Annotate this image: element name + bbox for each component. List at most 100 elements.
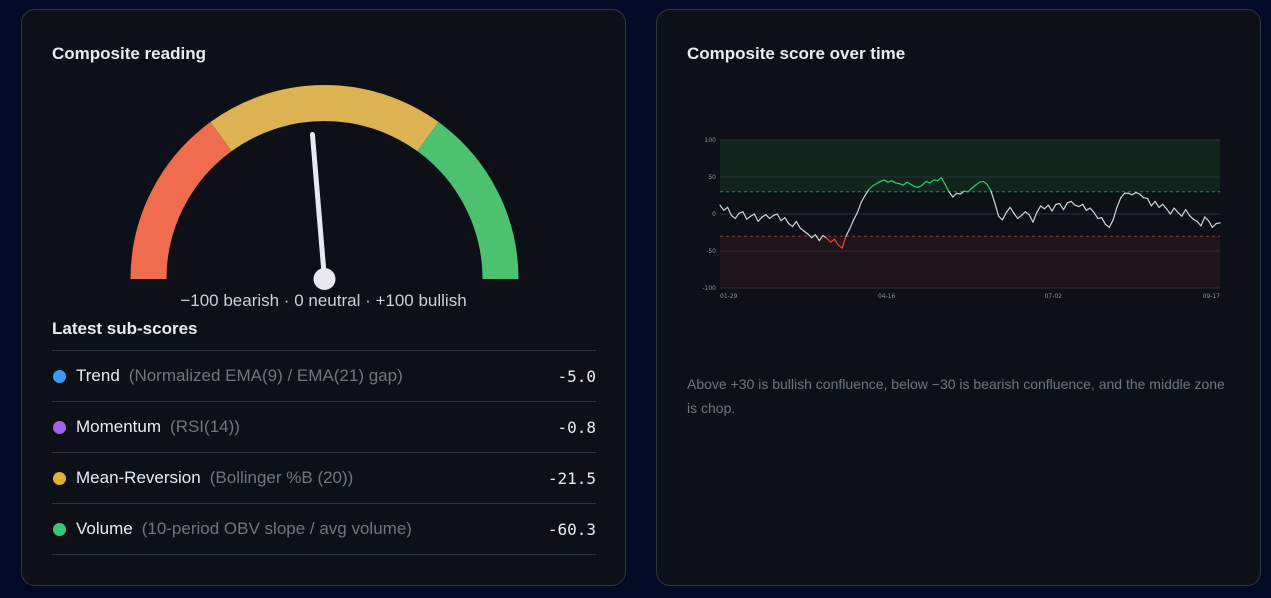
- sub-score-value: -21.5: [547, 468, 596, 488]
- line-segment: [891, 180, 897, 184]
- line-segment: [1074, 204, 1080, 208]
- sub-score-row-volume: Volume (10-period OBV slope / avg volume…: [52, 504, 596, 555]
- line-segment: [856, 201, 862, 214]
- line-segment: [921, 180, 927, 186]
- line-segment: [1089, 207, 1095, 214]
- composite-gauge: [130, 85, 519, 290]
- line-segment: [1104, 223, 1110, 228]
- chart-note: Above +30 is bullish confluence, below −…: [687, 376, 1225, 416]
- momentum-dot-icon: [53, 420, 66, 434]
- line-segment: [742, 211, 748, 220]
- line-segment: [723, 206, 729, 211]
- line-segment: [1005, 206, 1011, 214]
- line-segment: [830, 238, 836, 243]
- line-segment: [1131, 191, 1137, 196]
- sub-scores-list: Trend (Normalized EMA(9) / EMA(21) gap) …: [52, 350, 596, 555]
- line-segment: [936, 177, 942, 182]
- line-segment: [807, 233, 813, 239]
- gauge-bullish-arc: [417, 122, 519, 280]
- line-segment: [757, 216, 763, 223]
- line-segment: [998, 215, 1004, 221]
- line-segment: [975, 181, 981, 186]
- sub-score-row-trend: Trend (Normalized EMA(9) / EMA(21) gap) …: [52, 351, 596, 402]
- line-segment: [727, 206, 733, 217]
- bullish-zone: [720, 140, 1220, 192]
- line-segment: [1093, 211, 1099, 220]
- line-segment: [1143, 197, 1149, 200]
- line-segment: [730, 214, 736, 220]
- line-segment: [898, 183, 904, 186]
- line-segment: [1062, 202, 1068, 211]
- line-segment: [872, 183, 878, 187]
- line-segment: [956, 192, 962, 195]
- line-segment: [1055, 203, 1061, 205]
- line-segment: [1017, 214, 1023, 220]
- line-segment: [811, 234, 817, 239]
- line-segment: [902, 181, 908, 186]
- line-segment: [1066, 200, 1072, 204]
- line-segment: [1047, 204, 1053, 212]
- line-segment: [1120, 192, 1126, 199]
- line-segment: [1081, 203, 1088, 211]
- line-segment: [814, 234, 820, 242]
- line-segment: [1211, 223, 1217, 228]
- gauge-needle: [309, 132, 327, 282]
- line-segment: [1169, 207, 1175, 215]
- line-segment: [1059, 203, 1065, 211]
- line-segment: [967, 187, 973, 193]
- line-segment: [1032, 211, 1038, 223]
- y-tick-label: -100: [702, 285, 716, 292]
- line-segment: [944, 183, 950, 193]
- line-segment: [746, 215, 752, 220]
- line-segment: [1028, 214, 1034, 223]
- line-segment: [799, 227, 805, 232]
- line-segment: [803, 230, 809, 235]
- line-segment: [822, 234, 828, 240]
- x-tick-label: 01-29: [720, 293, 738, 300]
- line-segment: [963, 190, 969, 193]
- line-segment: [1020, 211, 1026, 217]
- line-segment: [925, 180, 931, 184]
- line-segment: [860, 194, 866, 203]
- line-segment: [841, 235, 847, 249]
- line-segment: [1097, 217, 1103, 220]
- x-tick-label: 04-16: [878, 293, 896, 300]
- composite-reading-card: Composite reading −100 bearish · 0 neutr…: [21, 9, 626, 586]
- line-segment: [1207, 220, 1213, 228]
- composite-score-line-chart: 100 50 0 -50 -100 01-29 04-16 07-02 09-17: [702, 137, 1221, 300]
- sub-score-description: (Normalized EMA(9) / EMA(21) gap): [128, 366, 403, 385]
- line-segment: [1146, 197, 1152, 207]
- line-segment: [1188, 214, 1194, 220]
- line-segment: [852, 211, 859, 221]
- sub-score-description: (10-period OBV slope / avg volume): [141, 519, 412, 538]
- line-segment: [1013, 212, 1019, 220]
- line-segment: [738, 211, 744, 214]
- line-segment: [883, 179, 889, 183]
- line-segment: [929, 179, 935, 184]
- y-tick-label: 50: [708, 174, 716, 181]
- sub-score-name: Mean-Reversion: [76, 468, 201, 487]
- sub-score-value: -0.8: [557, 417, 596, 437]
- line-segment: [887, 180, 893, 183]
- bearish-zone: [720, 236, 1220, 288]
- line-segment: [826, 237, 832, 243]
- line-segment: [769, 214, 775, 220]
- line-segment: [959, 190, 965, 195]
- line-segment: [1158, 203, 1164, 208]
- line-segment: [1154, 200, 1160, 208]
- line-segment: [906, 181, 912, 186]
- score-over-time-title: Composite score over time: [687, 44, 906, 63]
- gauge-needle-hub: [313, 268, 336, 290]
- line-segment: [833, 238, 839, 246]
- gauge-neutral-arc: [210, 85, 439, 152]
- line-segment: [1001, 211, 1007, 221]
- line-segment: [917, 184, 923, 188]
- sub-score-name: Volume: [76, 519, 133, 538]
- y-tick-label: 0: [712, 211, 716, 218]
- sub-score-row-momentum: Momentum (RSI(14)) -0.8: [52, 402, 596, 453]
- line-segment: [1070, 200, 1076, 206]
- line-segment: [788, 223, 794, 228]
- gauge-bearish-arc: [130, 122, 232, 280]
- x-tick-label: 07-02: [1045, 293, 1063, 300]
- sub-score-description: (Bollinger %B (20)): [209, 468, 354, 487]
